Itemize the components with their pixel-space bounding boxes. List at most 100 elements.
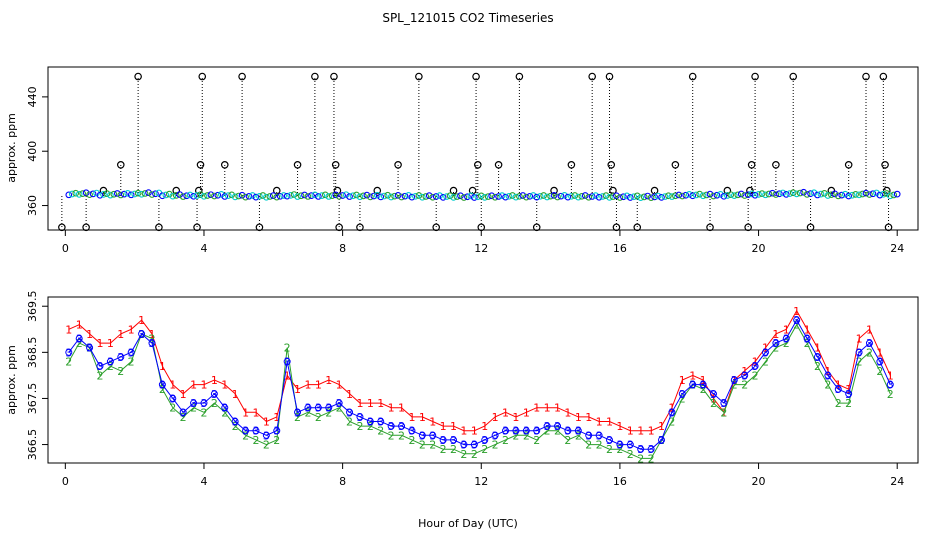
baseline-point — [571, 192, 579, 199]
series-3-point: 3 — [887, 379, 894, 392]
spike-point — [605, 72, 614, 81]
baseline-point — [561, 192, 568, 199]
baseline-point — [138, 190, 145, 198]
series-1-point: 1 — [668, 402, 675, 415]
series-3-marker — [429, 431, 437, 439]
baseline-point — [276, 192, 284, 200]
series-2-line — [68, 323, 891, 459]
series-2-point: 2 — [398, 429, 405, 442]
series-1-point: 1 — [242, 406, 249, 419]
baseline-point — [470, 194, 478, 201]
baseline-point — [318, 192, 326, 199]
baseline-point — [536, 192, 544, 200]
series-1-point: 1 — [648, 425, 655, 438]
baseline-point — [408, 193, 416, 201]
series-2-point: 2 — [471, 448, 478, 461]
series-1-point: 1 — [544, 402, 551, 415]
spike-point — [883, 186, 891, 195]
series-2-point: 2 — [637, 452, 644, 465]
baseline-point — [211, 192, 218, 200]
spike-point — [220, 161, 229, 169]
top-x-tick-label: 8 — [339, 242, 346, 255]
baseline-point — [221, 193, 229, 200]
series-1-point: 1 — [835, 379, 842, 392]
series-3-marker — [158, 381, 166, 389]
baseline-point — [852, 191, 859, 198]
bottom-plot-frame — [47, 296, 919, 464]
top-y-tick-label: 440 — [26, 86, 39, 107]
baseline-point — [120, 190, 128, 198]
baseline-point — [831, 190, 839, 198]
series-1-point: 1 — [492, 411, 499, 424]
baseline-point — [807, 190, 814, 197]
series-1-point: 1 — [336, 379, 343, 392]
baseline-point — [668, 193, 676, 200]
series-3-point: 3 — [336, 397, 343, 410]
baseline-point — [866, 191, 873, 198]
series-3-point: 3 — [273, 425, 280, 438]
baseline-point — [512, 193, 520, 201]
series-1-point: 1 — [575, 411, 582, 424]
series-1-point: 1 — [616, 420, 623, 433]
spike-point — [474, 161, 482, 169]
spike-point — [198, 72, 207, 81]
baseline-point — [460, 194, 468, 201]
series-3-point: 3 — [512, 425, 519, 438]
series-2-point: 2 — [252, 434, 259, 447]
series-3-point: 3 — [346, 406, 353, 419]
series-1-point: 1 — [367, 397, 374, 410]
series-1-point: 1 — [180, 388, 187, 401]
series-2-point: 2 — [159, 383, 166, 396]
series-3-marker — [741, 371, 749, 379]
baseline-point — [769, 189, 776, 197]
baseline-point — [592, 192, 599, 199]
series-2-point: 2 — [128, 356, 135, 369]
spike-point — [335, 223, 343, 232]
series-1-point: 1 — [804, 323, 811, 336]
series-3-point: 3 — [388, 420, 395, 433]
spike-point — [607, 161, 616, 169]
spike-point — [58, 223, 66, 232]
series-1-point: 1 — [408, 411, 415, 424]
baseline-point — [217, 191, 225, 198]
series-2-point: 2 — [804, 337, 811, 350]
series-3-point: 3 — [356, 411, 363, 424]
series-1-point: 1 — [76, 319, 83, 332]
baseline-point — [308, 192, 315, 199]
baseline-point — [450, 194, 457, 201]
series-3-point: 3 — [783, 333, 790, 346]
series-2-point: 2 — [835, 397, 842, 410]
baseline-point — [484, 193, 492, 200]
series-3-point: 3 — [710, 388, 717, 401]
series-2-point: 2 — [263, 439, 270, 452]
spike-point — [311, 72, 319, 81]
baseline-point — [734, 191, 742, 199]
baseline-point — [436, 192, 444, 199]
series-1-point: 1 — [564, 406, 571, 419]
baseline-point — [505, 192, 513, 200]
series-1-point: 1 — [585, 411, 592, 424]
baseline-point — [422, 193, 430, 200]
baseline-point — [727, 191, 735, 199]
spike-point — [884, 223, 893, 232]
series-3-marker — [366, 418, 374, 425]
series-3-point: 3 — [377, 416, 384, 429]
series-2-point: 2 — [180, 411, 187, 424]
series-1-point: 1 — [471, 425, 478, 438]
series-2-point: 2 — [232, 420, 239, 433]
series-2-point: 2 — [190, 402, 197, 415]
baseline-point — [886, 192, 894, 200]
series-1-point: 1 — [658, 420, 665, 433]
baseline-point — [370, 192, 378, 200]
series-2-point: 2 — [700, 383, 707, 396]
series-3-marker — [346, 408, 354, 416]
series-3-marker — [782, 335, 790, 342]
baseline-point — [311, 191, 319, 199]
series-3-point: 3 — [772, 337, 779, 350]
series-3-marker — [616, 441, 624, 449]
series-3-marker — [387, 422, 395, 430]
baseline-point — [290, 191, 298, 198]
baseline-point — [588, 193, 596, 200]
